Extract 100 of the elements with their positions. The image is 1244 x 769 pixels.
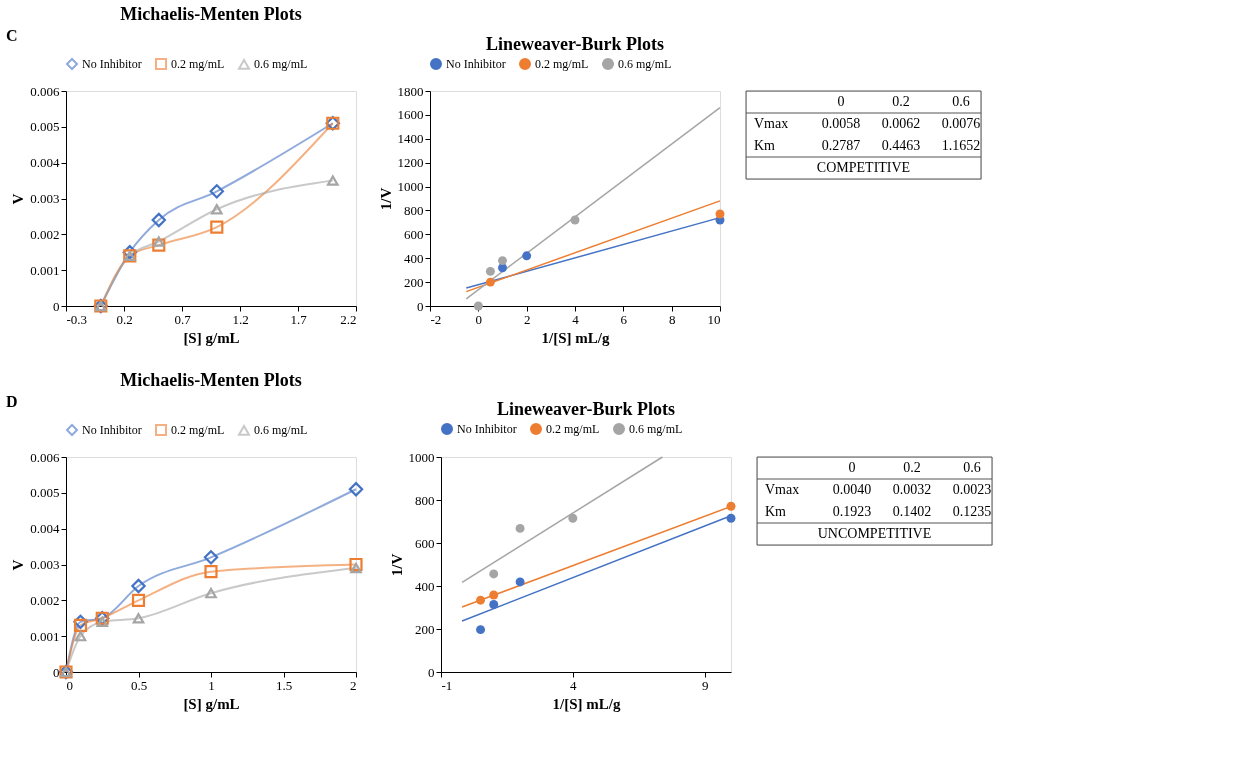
chart-title: Lineweaver-Burk Plots <box>486 34 664 54</box>
point <box>515 577 525 587</box>
y-tick-label: 1400 <box>397 131 424 147</box>
legend-label: 0.6 mg/mL <box>254 423 308 438</box>
point <box>485 266 495 276</box>
point <box>726 501 736 511</box>
text: 0.0076 <box>941 116 981 131</box>
category-label: 0.2 <box>892 94 910 109</box>
x-tick-label: 1.2 <box>232 311 249 327</box>
y-tick-label: 1000 <box>408 449 435 465</box>
y-tick-label: 0.004 <box>30 155 60 171</box>
text: 0.0058 <box>821 116 861 131</box>
x-tick-label: 4 <box>572 311 580 327</box>
point <box>73 618 88 632</box>
legend-label: No Inhibitor <box>82 57 142 71</box>
x-tick-label: 2 <box>523 311 531 327</box>
text: C <box>6 27 18 44</box>
point <box>522 251 532 261</box>
y-tick-label: 400 <box>404 250 424 266</box>
point <box>570 215 580 225</box>
point <box>348 482 364 497</box>
x-tick-label: 0.5 <box>130 677 148 693</box>
x-tick-label: 6 <box>620 311 628 327</box>
y-axis-title: 1/V <box>377 187 394 211</box>
legend-label: 0.2 mg/mL <box>546 422 600 436</box>
y-tick-label: 1000 <box>397 179 424 195</box>
category-label: Km <box>765 504 786 519</box>
y-tick-label: 0 <box>417 298 424 314</box>
point <box>203 550 219 565</box>
category-label: Vmax <box>754 116 789 131</box>
point <box>498 256 507 266</box>
point <box>131 578 146 594</box>
point <box>131 593 146 607</box>
chart-title: Michaelis-Menten Plots <box>120 4 302 24</box>
point <box>350 562 362 574</box>
x-axis-title: 1/[S] mL/g <box>552 695 621 712</box>
y-tick-label: 1800 <box>397 83 424 99</box>
category-label: 0 <box>848 460 856 475</box>
legend-label: 0.6 mg/mL <box>254 57 308 72</box>
point <box>476 625 486 635</box>
legend-label: No Inhibitor <box>457 422 517 436</box>
text: 1.1652 <box>941 138 981 153</box>
text: UNCOMPETITIVE <box>817 526 932 541</box>
x-tick-label: 9 <box>701 677 709 693</box>
y-tick-label: 0.005 <box>30 119 60 135</box>
legend-label: 0.6 mg/mL <box>629 422 683 436</box>
point <box>489 590 499 600</box>
x-tick-label: 1.5 <box>275 677 293 693</box>
x-axis-title: [S] g/mL <box>183 695 240 712</box>
category-label: 0.6 <box>952 94 970 109</box>
point <box>515 523 525 533</box>
category-label: 0.6 <box>963 460 981 475</box>
y-tick-label: 0 <box>53 298 60 314</box>
y-tick-label: 800 <box>415 492 435 508</box>
y-tick-label: 1200 <box>397 155 424 171</box>
y-tick-label: 0.005 <box>30 485 60 501</box>
y-tick-label: 1600 <box>397 107 424 123</box>
text: D <box>6 393 18 410</box>
legend-label: 0.2 mg/mL <box>171 57 225 71</box>
y-tick-label: 0.006 <box>30 83 60 99</box>
y-tick-label: 200 <box>415 621 435 637</box>
point <box>74 630 87 642</box>
y-tick-label: 0.002 <box>30 226 60 242</box>
y-tick-label: 0.002 <box>30 592 60 608</box>
x-tick-label: -1 <box>441 677 453 693</box>
x-tick-label: -2 <box>430 311 442 327</box>
text: 0.1235 <box>952 504 992 519</box>
y-tick-label: 0.003 <box>30 191 60 206</box>
y-tick-label: 600 <box>404 226 424 242</box>
text: 0.0032 <box>892 482 932 497</box>
x-tick-label: 4 <box>570 677 578 693</box>
legend-label: 0.2 mg/mL <box>535 57 589 71</box>
point <box>473 301 483 311</box>
y-tick-label: 0.001 <box>30 262 60 278</box>
x-tick-label: 2.2 <box>340 311 357 327</box>
point <box>476 595 486 605</box>
point <box>204 565 218 579</box>
legend-label: 0.6 mg/mL <box>618 57 672 71</box>
text: 0.2787 <box>821 138 861 153</box>
point <box>489 600 499 609</box>
x-tick-label: 10 <box>707 311 721 327</box>
y-tick-label: 800 <box>404 202 424 218</box>
point <box>489 569 499 579</box>
point <box>485 277 495 287</box>
text: 0.0023 <box>952 482 992 497</box>
category-label: 0 <box>837 94 845 109</box>
point <box>132 613 145 624</box>
y-tick-label: 0 <box>53 664 60 680</box>
x-tick-label: 1.7 <box>290 311 308 327</box>
y-tick-label: 0.004 <box>30 521 60 537</box>
text: 0.0062 <box>881 116 921 131</box>
category-label: Km <box>754 138 775 153</box>
y-tick-label: 0.006 <box>30 449 60 465</box>
text: 0.1923 <box>832 504 872 519</box>
x-tick-label: 0 <box>66 677 73 693</box>
category-label: Vmax <box>765 482 800 497</box>
point <box>715 209 725 219</box>
point <box>726 513 736 523</box>
x-tick-label: 1 <box>208 677 215 693</box>
x-tick-label: 0 <box>475 311 483 327</box>
